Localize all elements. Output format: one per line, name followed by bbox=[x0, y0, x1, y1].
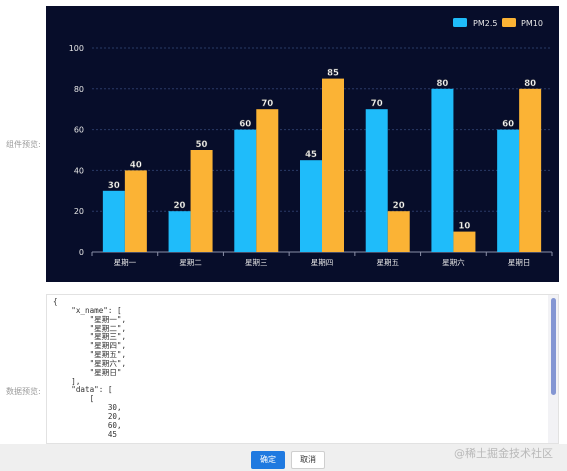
editor-scrollbar-thumb[interactable] bbox=[551, 298, 556, 395]
bar-pm25 bbox=[300, 160, 322, 252]
y-tick-label: 80 bbox=[74, 85, 84, 94]
y-tick-label: 20 bbox=[74, 207, 84, 216]
confirm-button[interactable]: 确定 bbox=[251, 451, 285, 469]
bar-pm25 bbox=[168, 211, 191, 252]
editor-scrollbar[interactable] bbox=[548, 295, 558, 443]
data-label: 50 bbox=[196, 140, 208, 150]
x-tick-label: 星期五 bbox=[376, 258, 399, 267]
data-label: 80 bbox=[437, 79, 449, 89]
bar-pm10 bbox=[387, 211, 410, 252]
bar-pm25 bbox=[431, 88, 454, 252]
data-label: 10 bbox=[459, 222, 471, 232]
legend-label: PM10 bbox=[521, 19, 543, 28]
bar-pm10 bbox=[190, 150, 213, 252]
bar-pm10 bbox=[453, 231, 476, 252]
x-tick-label: 星期一 bbox=[114, 258, 137, 267]
x-tick-label: 星期二 bbox=[179, 258, 202, 267]
data-label: 70 bbox=[261, 99, 273, 109]
bar-pm25 bbox=[365, 109, 388, 252]
data-label: 60 bbox=[239, 120, 251, 130]
legend-label: PM2.5 bbox=[473, 19, 497, 28]
chart-preview-panel: 0 20 40 60 80 100 星期一 30 40 星期二 20 50 星期三 60 70 星期四 45 85… bbox=[46, 6, 559, 282]
data-label: 20 bbox=[174, 201, 186, 211]
bar-pm25 bbox=[102, 190, 125, 252]
cancel-button[interactable]: 取消 bbox=[291, 451, 325, 469]
watermark-text: @稀土掘金技术社区 bbox=[454, 447, 553, 460]
y-tick-label: 0 bbox=[79, 248, 84, 257]
y-tick-label: 40 bbox=[74, 166, 84, 175]
bar-pm25 bbox=[497, 129, 520, 252]
data-label: 80 bbox=[524, 79, 536, 89]
x-tick-label: 星期日 bbox=[508, 258, 530, 267]
data-label: 45 bbox=[305, 150, 317, 160]
data-label: 85 bbox=[327, 69, 339, 79]
data-label: 20 bbox=[393, 201, 405, 211]
x-tick-label: 星期四 bbox=[311, 258, 334, 267]
data-label: 70 bbox=[371, 99, 383, 109]
bar-pm10 bbox=[519, 88, 542, 252]
y-tick-label: 60 bbox=[74, 126, 84, 135]
bar-pm10 bbox=[256, 109, 279, 252]
x-tick-label: 星期六 bbox=[442, 257, 465, 267]
preview-label: 组件预览: bbox=[6, 140, 41, 149]
legend-swatch bbox=[502, 18, 516, 27]
data-label: 60 bbox=[502, 120, 514, 130]
data-label: 40 bbox=[130, 160, 142, 170]
legend-swatch bbox=[453, 18, 467, 27]
bar-pm25 bbox=[234, 129, 257, 252]
json-code-text[interactable]: { "x_name": [ "星期一", "星期二", "星期三", "星期四"… bbox=[53, 297, 127, 439]
data-label: 30 bbox=[108, 181, 120, 191]
bar-chart: 0 20 40 60 80 100 星期一 30 40 星期二 20 50 星期三 60 70 星期四 45 85… bbox=[69, 18, 553, 267]
data-preview-editor[interactable]: { "x_name": [ "星期一", "星期二", "星期三", "星期四"… bbox=[46, 294, 559, 444]
bar-pm10 bbox=[124, 170, 147, 252]
bar-pm10 bbox=[322, 78, 344, 252]
dialog-footer: 确定 取消 bbox=[0, 444, 567, 471]
data-preview-label: 数据预览: bbox=[6, 387, 41, 396]
y-tick-label: 100 bbox=[69, 44, 84, 53]
x-tick-label: 星期三 bbox=[245, 258, 267, 267]
